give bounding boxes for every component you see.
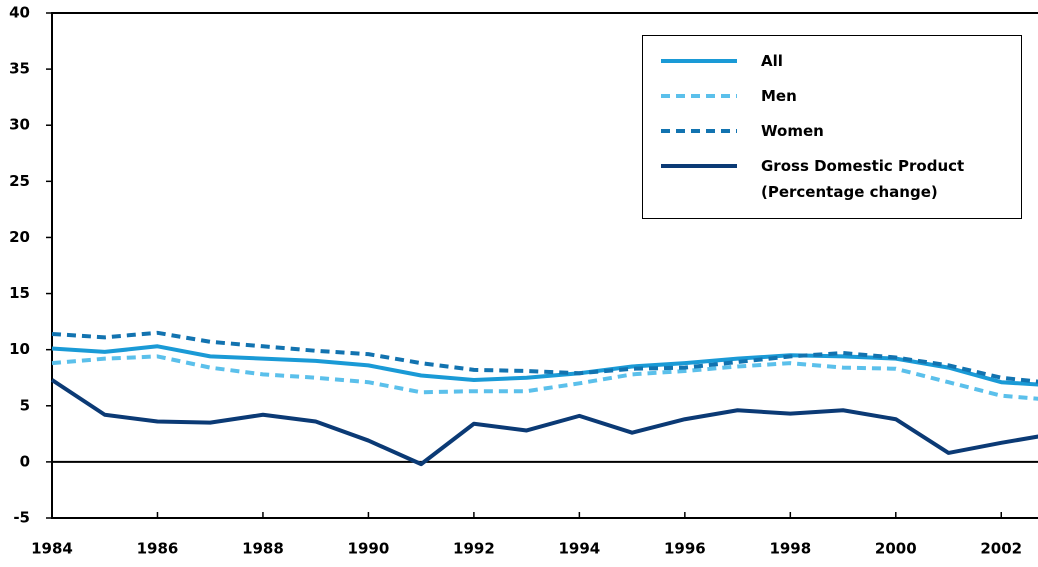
x-tick-label: 1994 bbox=[558, 540, 600, 558]
y-tick-label: 35 bbox=[9, 60, 30, 78]
x-tick-label: 2002 bbox=[980, 540, 1022, 558]
plot-frame bbox=[51, 12, 1038, 519]
legend: All Men Women Gross Domestic Product (Perce… bbox=[642, 35, 1022, 219]
y-tick-label: 10 bbox=[9, 340, 30, 358]
legend-item: Gross Domestic Product (Percentage chang… bbox=[643, 153, 991, 205]
legend-swatch bbox=[661, 94, 737, 98]
x-tick-label: 1990 bbox=[348, 540, 390, 558]
y-tick-label: 25 bbox=[9, 172, 30, 190]
series-line bbox=[51, 344, 1038, 387]
legend-swatch bbox=[661, 164, 737, 168]
y-tick-label: 20 bbox=[9, 228, 30, 246]
x-tick-label: 2000 bbox=[875, 540, 917, 558]
x-tick-label: 1988 bbox=[242, 540, 284, 558]
x-tick-label: 1992 bbox=[453, 540, 495, 558]
y-tick-label: 5 bbox=[20, 396, 30, 414]
legend-label: Men bbox=[761, 87, 797, 105]
x-tick-label: 1996 bbox=[664, 540, 706, 558]
legend-item: All bbox=[643, 48, 991, 74]
series-line bbox=[51, 354, 1038, 401]
legend-label: Gross Domestic Product (Percentage chang… bbox=[761, 157, 965, 201]
y-tick-label: 15 bbox=[9, 284, 30, 302]
legend-swatch bbox=[661, 59, 737, 63]
y-tick-label: 40 bbox=[9, 4, 30, 22]
y-tick-label: 30 bbox=[9, 116, 30, 134]
legend-item: Women bbox=[643, 118, 991, 144]
y-tick-label: -5 bbox=[13, 509, 30, 527]
x-tick-label: 1986 bbox=[137, 540, 179, 558]
x-tick-label: 1998 bbox=[769, 540, 811, 558]
legend-label: Women bbox=[761, 122, 824, 140]
legend-item: Men bbox=[643, 83, 991, 109]
series-line bbox=[51, 330, 1038, 384]
series-line bbox=[50, 378, 1038, 467]
x-tick-label: 1984 bbox=[31, 540, 73, 558]
y-tick-label: 0 bbox=[20, 452, 30, 470]
legend-swatch bbox=[661, 129, 737, 133]
legend-label: All bbox=[761, 52, 783, 70]
